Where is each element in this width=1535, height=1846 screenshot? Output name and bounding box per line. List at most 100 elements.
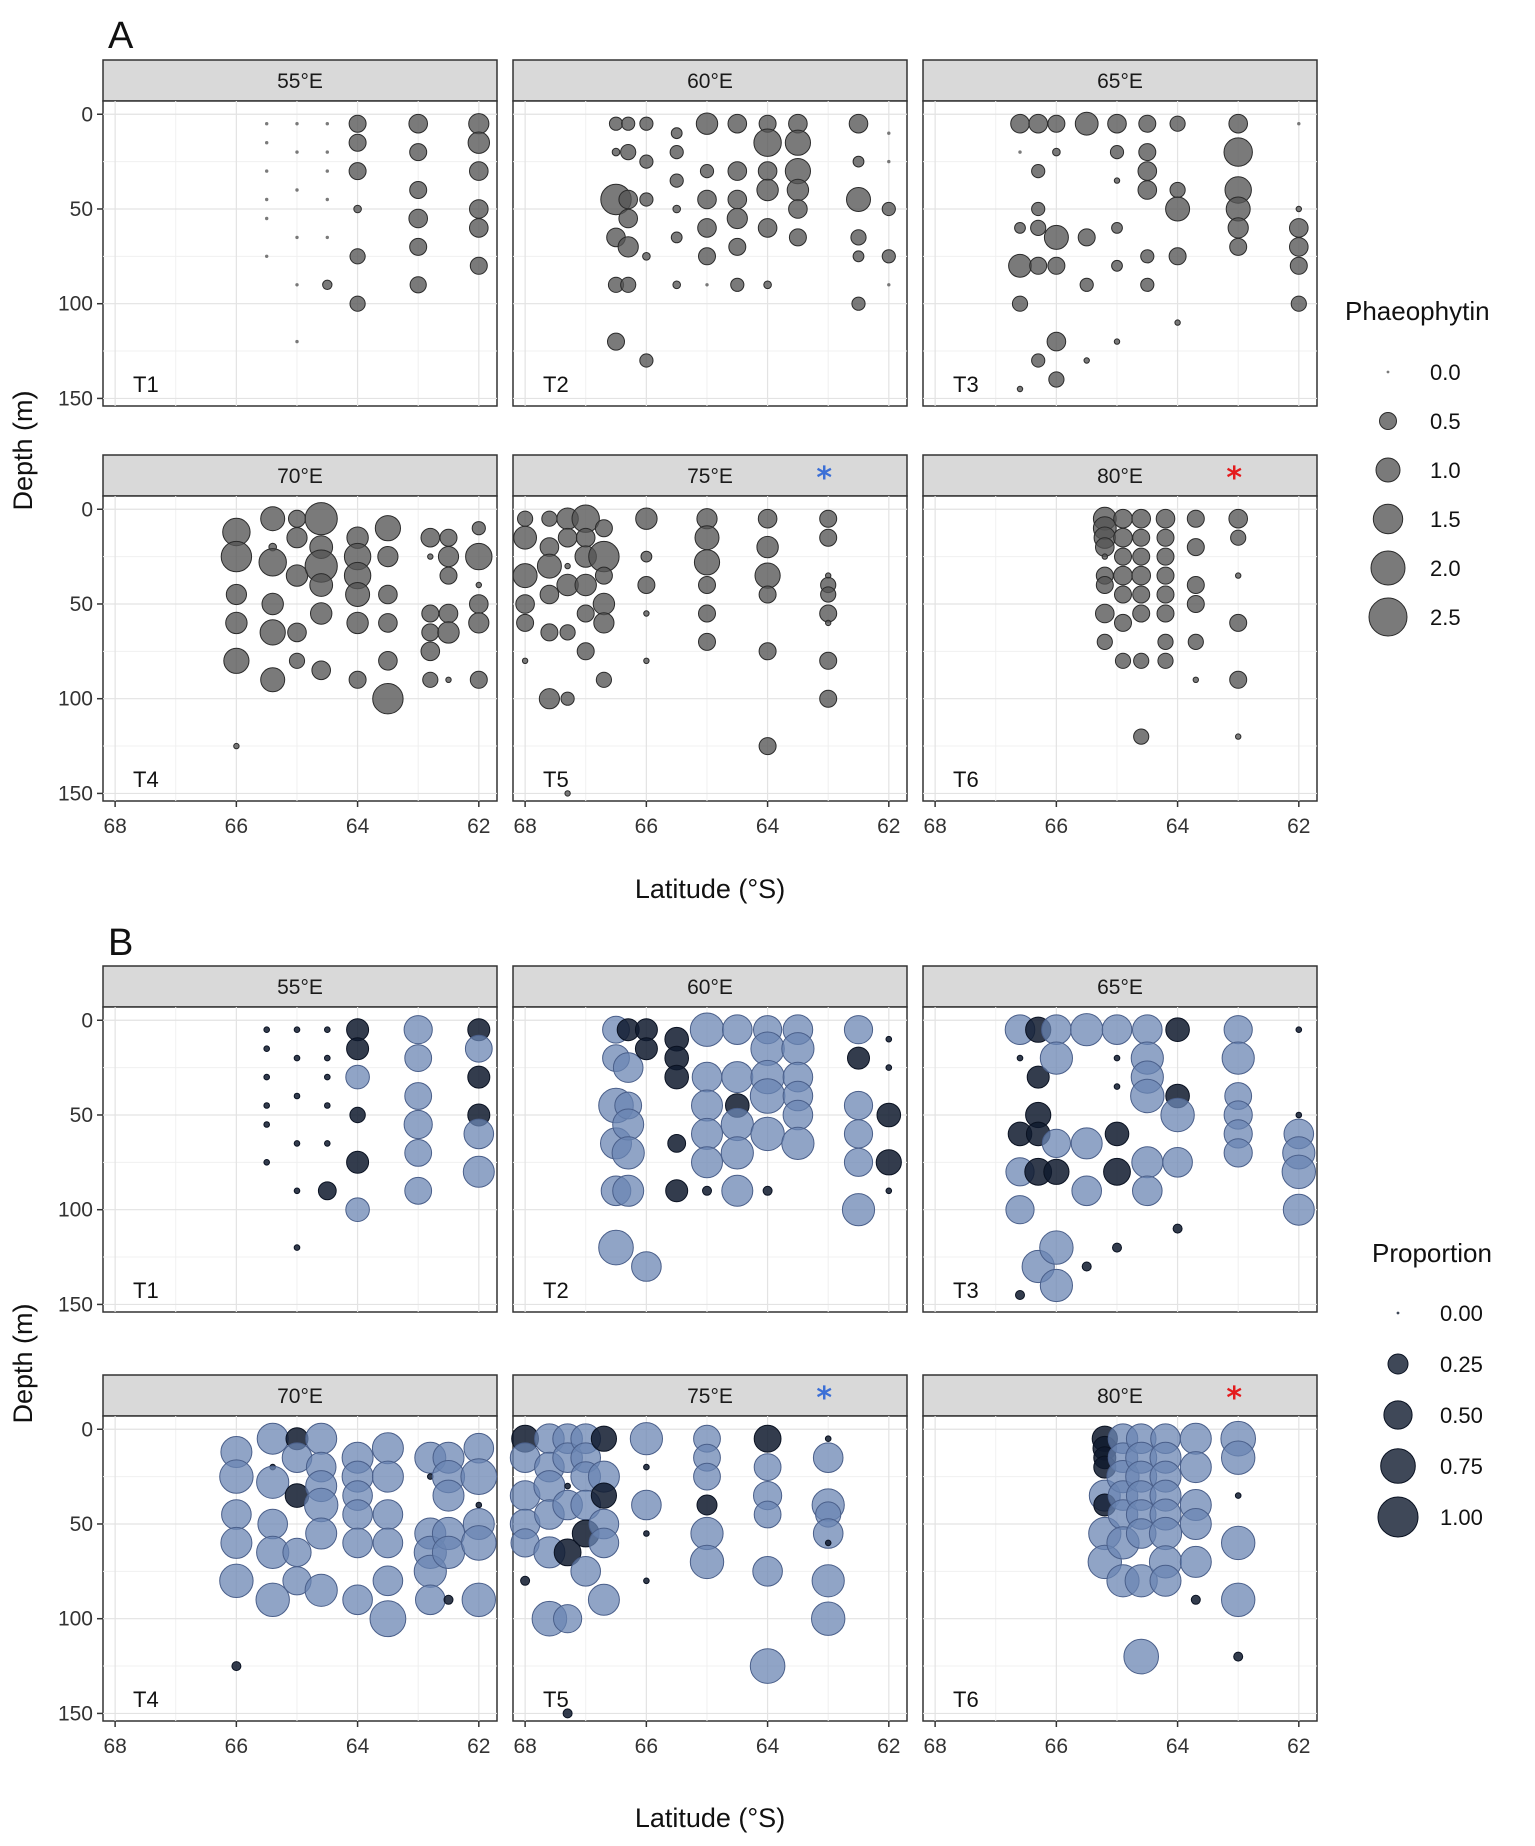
- facet-strip-label: 65°E: [1097, 976, 1143, 999]
- data-point: [811, 1564, 845, 1598]
- data-point: [847, 1046, 870, 1070]
- x-axis-title: Latitude (°S): [635, 1803, 785, 1833]
- data-point: [1095, 603, 1115, 624]
- data-point: [517, 510, 534, 527]
- data-point: [443, 1594, 454, 1605]
- data-point: [1101, 1014, 1133, 1045]
- facet-t2: 60°E T2: [512, 59, 908, 407]
- data-point: [1157, 652, 1174, 669]
- data-point: [1229, 670, 1248, 689]
- data-point: [728, 237, 747, 256]
- data-point: [1132, 547, 1151, 566]
- data-point: [467, 1065, 491, 1089]
- data-point: [371, 1432, 404, 1465]
- data-point: [590, 1482, 618, 1509]
- data-point: [1289, 256, 1308, 275]
- data-point: [409, 143, 428, 162]
- x-tick-label: 68: [103, 1735, 126, 1758]
- data-point: [758, 642, 777, 661]
- data-point: [843, 1090, 874, 1121]
- data-point: [1133, 728, 1150, 745]
- data-point: [346, 1150, 370, 1174]
- data-point: [1190, 1594, 1201, 1605]
- data-point: [304, 502, 338, 536]
- data-point: [263, 1102, 271, 1109]
- data-point: [521, 657, 529, 664]
- data-point: [1079, 277, 1094, 292]
- data-point: [265, 254, 269, 258]
- data-point: [1130, 1078, 1165, 1114]
- legend-label: 0.5: [1430, 409, 1461, 434]
- data-point: [885, 1187, 893, 1195]
- data-point: [265, 216, 269, 221]
- data-point: [293, 1244, 301, 1251]
- data-point: [885, 1035, 893, 1043]
- transect-label: T5: [543, 767, 569, 792]
- data-point: [698, 632, 716, 651]
- data-point: [541, 510, 558, 527]
- data-point: [295, 122, 299, 126]
- data-point: [409, 276, 427, 294]
- data-point: [618, 189, 639, 210]
- data-point: [439, 566, 458, 585]
- data-point: [420, 641, 441, 662]
- data-point: [1031, 353, 1046, 368]
- data-point: [377, 546, 399, 568]
- data-point: [469, 199, 489, 219]
- data-point: [378, 584, 398, 605]
- data-point: [1228, 113, 1248, 134]
- data-point: [1165, 196, 1191, 222]
- data-point: [670, 127, 683, 140]
- data-point: [345, 1064, 370, 1090]
- data-point: [1148, 1516, 1183, 1551]
- data-point: [593, 612, 615, 634]
- data-point: [757, 161, 778, 181]
- data-point: [325, 122, 329, 126]
- data-point: [843, 1015, 874, 1045]
- data-point: [781, 1126, 815, 1161]
- facet-strip-label: 70°E: [277, 1385, 323, 1408]
- data-point: [348, 162, 367, 181]
- data-point: [1227, 217, 1249, 239]
- data-point: [618, 208, 639, 229]
- facet-t1: 55°E T1 0 50 100 150: [58, 965, 498, 1316]
- data-point: [727, 161, 748, 181]
- data-point: [1295, 205, 1303, 213]
- legend-key: [1377, 1496, 1419, 1538]
- facet-t5: 75°E * T5 68 66 64 62: [509, 1374, 908, 1758]
- data-point: [1179, 1545, 1212, 1578]
- chart-panel-b: B 55°E T1 0 50 100 150 60°E T2 65°E T3 70°E T4 0 50 100…: [8, 922, 1492, 1833]
- data-point: [762, 1185, 773, 1196]
- data-point: [1043, 224, 1069, 250]
- data-point: [325, 150, 329, 154]
- data-point: [1168, 247, 1187, 266]
- data-point: [702, 1185, 712, 1196]
- data-point: [1123, 1638, 1159, 1675]
- data-point: [1186, 509, 1205, 528]
- data-point: [310, 602, 333, 625]
- data-point: [378, 651, 398, 671]
- data-point: [1221, 1582, 1256, 1618]
- data-point: [887, 283, 891, 287]
- data-point: [639, 353, 654, 368]
- data-point: [1016, 385, 1024, 393]
- data-point: [699, 164, 715, 179]
- data-point: [1031, 164, 1046, 179]
- data-point: [295, 150, 299, 154]
- data-point: [693, 549, 721, 576]
- facet-strip-label: 60°E: [687, 70, 733, 93]
- data-point: [824, 1539, 832, 1547]
- data-point: [349, 248, 366, 265]
- facet-t4: 70°E T4 0 50 100 150 68 66 64 62: [58, 1374, 498, 1758]
- data-point: [672, 204, 682, 214]
- data-point: [349, 295, 366, 312]
- facet-strip: [512, 59, 908, 102]
- data-point: [403, 1109, 433, 1140]
- data-point: [1138, 143, 1157, 162]
- data-point: [1113, 508, 1133, 529]
- data-point: [1083, 357, 1090, 364]
- data-point: [885, 1064, 893, 1071]
- x-tick-label: 68: [923, 1735, 946, 1758]
- data-point: [696, 1494, 718, 1516]
- data-point: [587, 1583, 620, 1616]
